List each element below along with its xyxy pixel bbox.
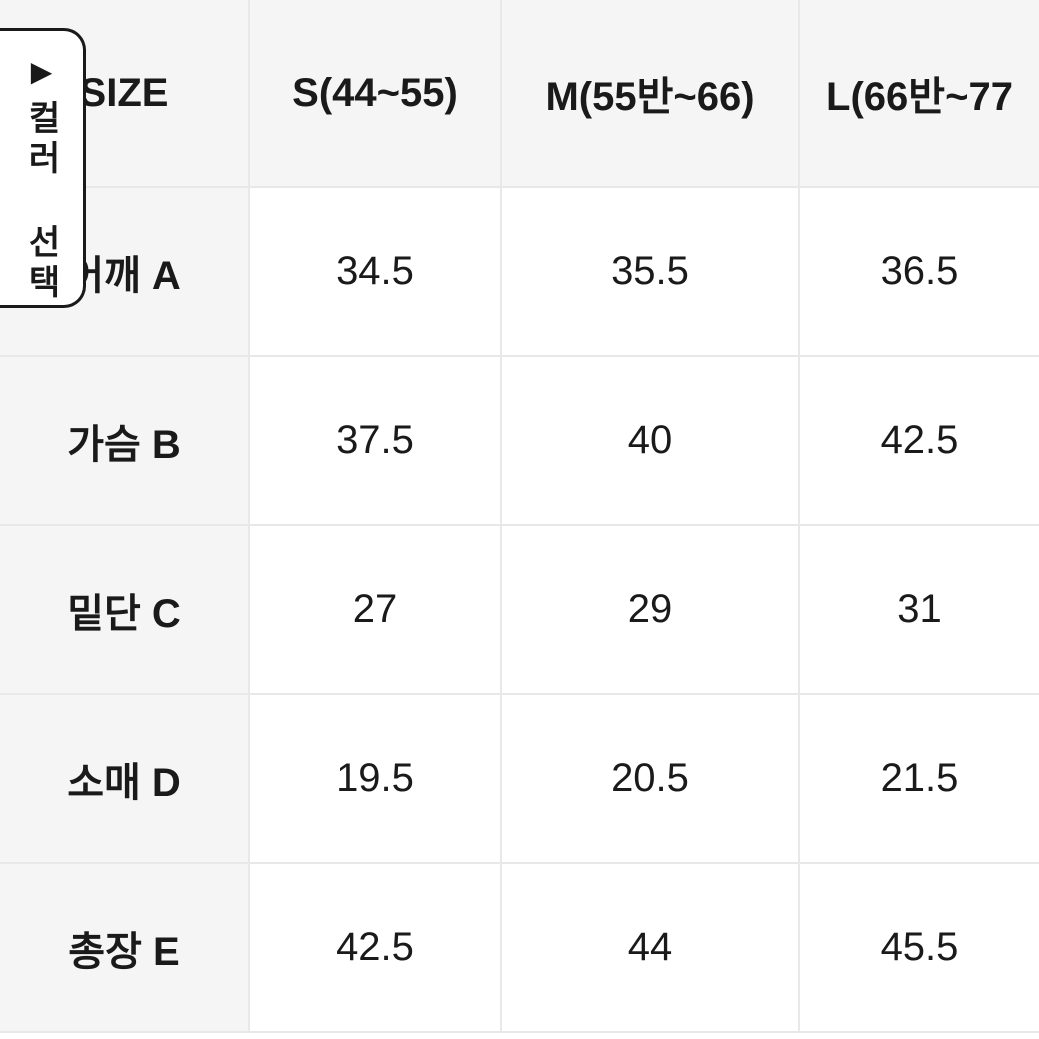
header-s: S(44~55) <box>250 0 502 188</box>
table-row: 가슴 B 37.5 40 42.5 <box>0 357 1039 526</box>
cell-value: 31 <box>800 526 1039 695</box>
color-select-tab[interactable]: ▶ 컬러 선택 <box>0 28 86 308</box>
cell-value: 44 <box>502 864 800 1033</box>
header-m: M(55반~66) <box>502 0 800 188</box>
size-chart-table: SIZE S(44~55) M(55반~66) L(66반~77 어깨 A 34… <box>0 0 1039 1033</box>
cell-value: 42.5 <box>800 357 1039 526</box>
cell-value: 42.5 <box>250 864 502 1033</box>
arrow-right-icon: ▶ <box>31 55 53 88</box>
cell-value: 36.5 <box>800 188 1039 357</box>
cell-value: 45.5 <box>800 864 1039 1033</box>
cell-value: 29 <box>502 526 800 695</box>
cell-value: 35.5 <box>502 188 800 357</box>
cell-value: 40 <box>502 357 800 526</box>
cell-value: 21.5 <box>800 695 1039 864</box>
row-label: 총장 E <box>0 864 250 1033</box>
cell-value: 34.5 <box>250 188 502 357</box>
row-label: 소매 D <box>0 695 250 864</box>
cell-value: 19.5 <box>250 695 502 864</box>
table-row: 밑단 C 27 29 31 <box>0 526 1039 695</box>
table-row: 소매 D 19.5 20.5 21.5 <box>0 695 1039 864</box>
row-label: 가슴 B <box>0 357 250 526</box>
table-row: 어깨 A 34.5 35.5 36.5 <box>0 188 1039 357</box>
row-label: 밑단 C <box>0 526 250 695</box>
cell-value: 27 <box>250 526 502 695</box>
header-l: L(66반~77 <box>800 0 1039 188</box>
color-select-label: 컬러 선택 <box>17 100 66 304</box>
cell-value: 20.5 <box>502 695 800 864</box>
table-header-row: SIZE S(44~55) M(55반~66) L(66반~77 <box>0 0 1039 188</box>
cell-value: 37.5 <box>250 357 502 526</box>
table-row: 총장 E 42.5 44 45.5 <box>0 864 1039 1033</box>
